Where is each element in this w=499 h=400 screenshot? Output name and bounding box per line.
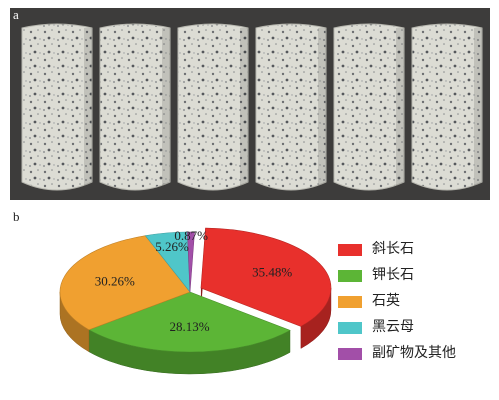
legend-label: 钾长石 [372,267,414,283]
slice [187,231,195,293]
value-label: 5.26% [155,239,189,254]
rock-cylinder [255,23,327,191]
legend-label: 斜长石 [372,241,414,257]
legend-label: 黑云母 [372,320,414,335]
rock-cylinder [99,23,171,191]
legend-swatch [338,322,362,334]
legend-label: 石英 [372,292,400,309]
rock-shadow [396,28,404,186]
rock-shadow [162,28,170,186]
value-label: 30.26% [95,273,135,288]
slice [59,235,191,331]
value-label: 0.87% [174,228,208,243]
slice [88,291,291,353]
legend-label: 副矿物及其他 [372,345,456,361]
rock-shadow [84,28,92,186]
rock-shadow [240,28,248,186]
rock-cylinder [333,23,405,191]
pie-chart: 35.48% 28.13% 30.26% 5.26%0.87% [59,227,332,375]
panel-label: b [13,209,20,224]
rock-cylinder [21,23,93,191]
value-label: 28.13% [169,319,209,334]
legend-swatch [338,270,362,282]
rock-cylinder [411,23,483,191]
photo [10,8,490,200]
value-label: 35.48% [252,264,292,279]
rock-cylinder [177,23,249,191]
rock-shadow [474,28,482,186]
rock-shadow [318,28,326,186]
legend-swatch [338,296,362,308]
slice [200,227,332,327]
panel-label: a [13,7,19,22]
legend-swatch [338,244,362,256]
legend-swatch [338,348,362,360]
